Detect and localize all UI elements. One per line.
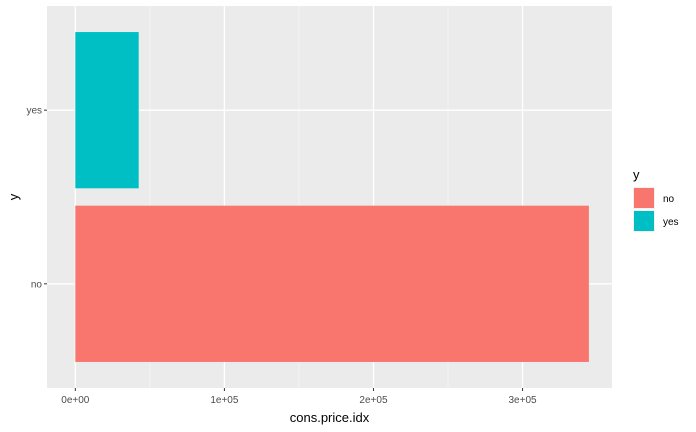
x-axis-title: cons.price.idx <box>290 410 370 425</box>
y-tick-label: no <box>31 279 43 290</box>
legend-label: yes <box>663 217 679 228</box>
y-axis-ticks: no yes <box>26 106 47 290</box>
bars <box>75 32 589 362</box>
legend-title: y <box>633 167 640 182</box>
y-tick-label: yes <box>26 106 42 117</box>
y-axis-title: y <box>6 193 21 200</box>
legend-label: no <box>663 194 675 205</box>
x-tick-label: 3e+05 <box>509 395 538 406</box>
x-tick-label: 1e+05 <box>210 395 239 406</box>
x-axis-ticks: 0e+00 1e+05 2e+05 3e+05 <box>61 388 537 406</box>
legend-swatch-yes <box>634 211 654 231</box>
legend: y no yes <box>633 167 679 232</box>
legend-entries: no yes <box>633 187 679 232</box>
bar-yes <box>75 32 139 189</box>
x-tick-label: 2e+05 <box>359 395 388 406</box>
legend-swatch-no <box>634 188 654 208</box>
bar-no <box>75 205 589 362</box>
x-tick-label: 0e+00 <box>61 395 90 406</box>
